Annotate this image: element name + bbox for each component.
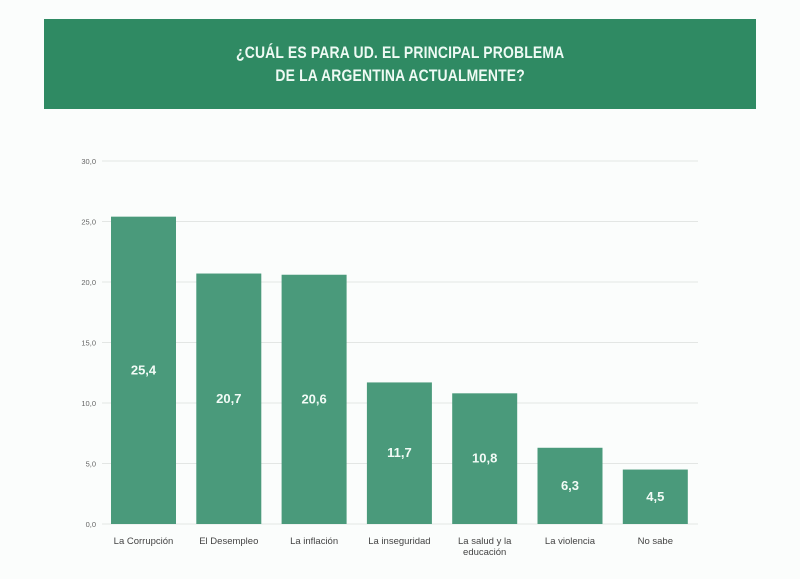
data-label: 20,7 <box>216 391 241 406</box>
x-tick-label: No sabe <box>638 536 673 547</box>
x-tick-label: La Corrupción <box>114 536 174 547</box>
bar <box>196 273 262 524</box>
chart-title-line-2: DE LA ARGENTINA ACTUALMENTE? <box>275 66 525 85</box>
bar <box>366 382 432 524</box>
bar <box>622 469 688 524</box>
data-label: 11,7 <box>387 445 412 460</box>
y-tick-label: 0,0 <box>86 520 96 529</box>
y-tick-label: 30,0 <box>81 157 96 166</box>
data-label: 6,3 <box>561 478 579 493</box>
x-tick-label: El Desempleo <box>199 536 258 547</box>
y-tick-label: 10,0 <box>81 399 96 408</box>
bar <box>111 216 176 524</box>
x-tick-label: La inflación <box>290 536 338 547</box>
bar <box>281 274 347 524</box>
title-banner: ¿CUÁL ES PARA UD. EL PRINCIPAL PROBLEMA … <box>44 19 756 109</box>
x-tick-label: educación <box>463 547 506 558</box>
y-tick-label: 25,0 <box>81 218 96 227</box>
bar <box>452 393 518 524</box>
y-tick-label: 15,0 <box>81 339 96 348</box>
x-tick-label: La violencia <box>545 536 596 547</box>
y-tick-label: 20,0 <box>81 278 96 287</box>
chart-title-line-1: ¿CUÁL ES PARA UD. EL PRINCIPAL PROBLEMA <box>235 43 565 62</box>
data-label: 4,5 <box>646 489 664 504</box>
x-tick-label: La salud y la <box>458 536 512 547</box>
data-label: 20,6 <box>301 391 326 406</box>
data-label: 10,8 <box>472 451 497 466</box>
x-tick-label: La inseguridad <box>368 536 430 547</box>
bar <box>537 447 603 524</box>
data-label: 25,4 <box>131 362 157 377</box>
y-tick-label: 5,0 <box>86 460 96 469</box>
